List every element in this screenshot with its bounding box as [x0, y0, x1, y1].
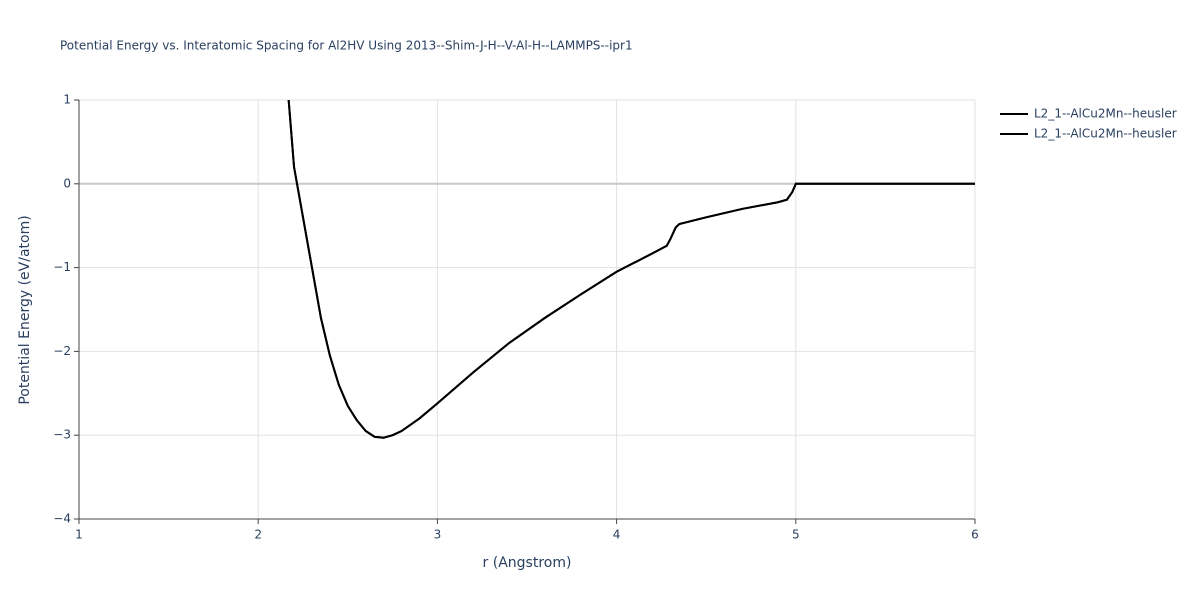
y-tick-label: 1	[63, 93, 71, 107]
x-tick-label: 1	[75, 528, 83, 542]
y-tick-label: 0	[63, 176, 71, 190]
data-line	[287, 100, 975, 439]
legend-label: L2_1--AlCu2Mn--heusler	[1034, 107, 1177, 121]
x-tick-label: 6	[971, 528, 979, 542]
x-axis-title: r (Angstrom)	[483, 555, 572, 571]
x-tick-label: 3	[434, 528, 442, 542]
legend-label: L2_1--AlCu2Mn--heusler	[1034, 127, 1177, 141]
x-tick-label: 2	[254, 528, 262, 542]
chart-title: Potential Energy vs. Interatomic Spacing…	[60, 39, 633, 53]
y-tick-label: −3	[53, 428, 71, 442]
y-tick-label: −2	[53, 344, 71, 358]
y-axis-title: Potential Energy (eV/atom)	[17, 215, 33, 404]
y-tick-label: −4	[53, 512, 71, 526]
x-tick-label: 5	[792, 528, 800, 542]
x-tick-label: 4	[613, 528, 621, 542]
y-tick-label: −1	[53, 260, 71, 274]
